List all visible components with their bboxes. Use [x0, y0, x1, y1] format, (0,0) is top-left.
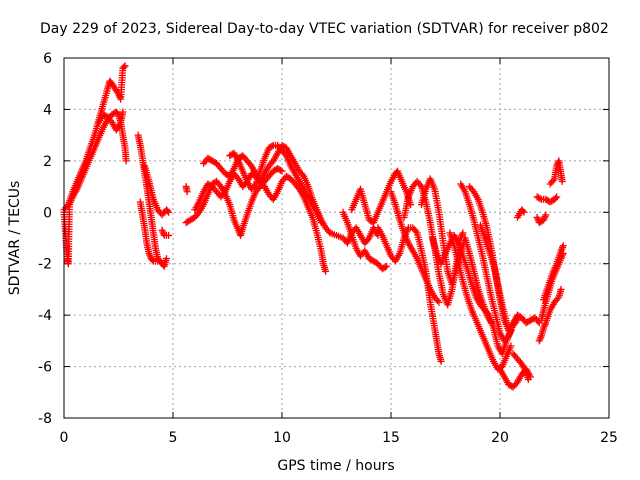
- data-point: [113, 109, 121, 117]
- series-s31: [546, 157, 566, 188]
- tick-labels: 0 5 10 15 20 25 -8 -6 -4 -2 0 2 4 6: [38, 51, 618, 446]
- data-point: [317, 219, 325, 227]
- y-tick-label: -8: [38, 411, 52, 427]
- data-point: [322, 267, 330, 275]
- data-point: [268, 142, 276, 150]
- data-point: [122, 157, 130, 165]
- series-s15: [348, 167, 415, 227]
- data-point: [407, 201, 415, 209]
- data-point: [183, 188, 191, 196]
- data-point: [558, 245, 566, 253]
- data-point: [437, 357, 445, 365]
- data-point: [558, 177, 566, 185]
- x-tick-label: 15: [382, 430, 400, 446]
- data-point: [557, 285, 565, 293]
- data-point: [552, 194, 560, 202]
- series-s29: [533, 211, 550, 227]
- series-s16: [374, 224, 445, 365]
- x-tick-label: 0: [60, 430, 69, 446]
- data-point: [435, 298, 443, 306]
- y-tick-label: 4: [43, 102, 52, 118]
- x-tick-label: 5: [169, 430, 178, 446]
- y-axis-label: SDTVAR / TECUs: [7, 181, 23, 296]
- series-s7: [158, 226, 173, 239]
- series-s32: [535, 285, 565, 345]
- series-s34: [540, 242, 567, 304]
- series-s24: [476, 221, 511, 327]
- data-point: [553, 193, 561, 201]
- data-point: [162, 255, 170, 263]
- x-axis-label: GPS time / hours: [277, 458, 394, 474]
- data-point: [165, 231, 173, 239]
- data-point: [165, 208, 173, 216]
- x-tick-label: 25: [600, 430, 618, 446]
- y-tick-label: -4: [38, 308, 52, 324]
- data-point: [520, 208, 528, 216]
- data-point: [503, 319, 511, 327]
- series-s2: [60, 62, 129, 214]
- data-point: [159, 228, 167, 236]
- data-point: [459, 229, 467, 237]
- y-tick-label: 0: [43, 205, 52, 221]
- y-tick-label: 6: [43, 51, 52, 67]
- data-point: [120, 63, 128, 71]
- data-point: [542, 211, 550, 219]
- data-point: [121, 62, 129, 70]
- series-s11: [200, 152, 330, 275]
- x-tick-label: 20: [491, 430, 509, 446]
- series-s3: [95, 108, 127, 134]
- grid: [64, 58, 609, 418]
- series-s28: [513, 206, 528, 221]
- data-points: [60, 62, 567, 391]
- series-s4: [134, 131, 170, 270]
- data-point: [164, 207, 172, 215]
- series-s14: [339, 208, 391, 273]
- series-s30: [533, 193, 561, 206]
- series-s12: [226, 141, 325, 227]
- data-point: [381, 263, 389, 271]
- data-point: [519, 207, 527, 215]
- data-point: [536, 195, 544, 203]
- series-s8: [182, 183, 191, 196]
- series-s17: [387, 188, 443, 306]
- plot-frame: [63, 57, 610, 419]
- data-point: [383, 262, 391, 270]
- data-point: [524, 375, 532, 383]
- series-s27: [505, 311, 543, 335]
- data-point: [148, 256, 156, 264]
- series-s26: [509, 350, 532, 383]
- y-tick-label: 2: [43, 154, 52, 170]
- data-point: [278, 167, 286, 175]
- data-point: [507, 342, 515, 350]
- y-tick-label: -6: [38, 360, 52, 376]
- data-point: [559, 242, 567, 250]
- series-s5: [136, 198, 162, 265]
- series-s6: [141, 162, 173, 219]
- data-point: [277, 166, 285, 174]
- series-s22: [457, 180, 521, 345]
- y-tick-label: -2: [38, 257, 52, 273]
- data-point: [154, 257, 162, 265]
- data-point: [119, 108, 127, 116]
- x-tick-label: 10: [273, 430, 291, 446]
- chart-title: Day 229 of 2023, Sidereal Day-to-day VTE…: [40, 21, 609, 37]
